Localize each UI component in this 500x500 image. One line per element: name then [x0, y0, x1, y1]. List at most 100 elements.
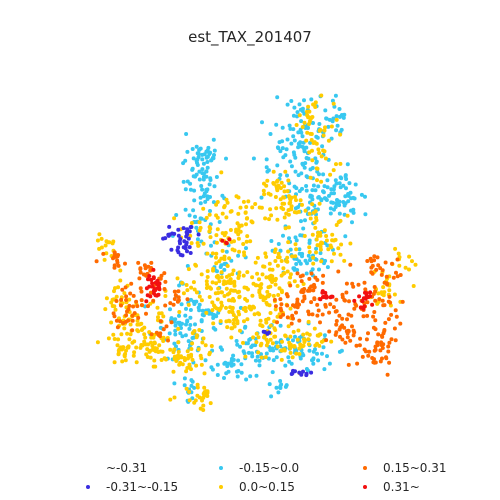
data-point — [175, 276, 180, 281]
data-point — [327, 193, 331, 198]
data-point — [331, 200, 336, 205]
data-point — [213, 327, 218, 332]
data-point — [389, 312, 394, 317]
data-point — [185, 349, 190, 354]
data-point — [197, 177, 202, 182]
data-point — [229, 326, 234, 331]
data-point — [306, 342, 311, 347]
data-point — [393, 308, 398, 313]
data-point — [104, 251, 109, 256]
data-point — [241, 273, 246, 278]
data-point — [159, 311, 164, 316]
data-point — [237, 273, 241, 278]
data-point — [347, 181, 352, 186]
data-point — [172, 216, 177, 221]
data-point — [283, 333, 288, 338]
data-point — [148, 294, 153, 299]
data-point — [176, 233, 181, 238]
data-point — [183, 187, 188, 192]
data-point — [359, 192, 364, 197]
data-point — [336, 269, 341, 274]
data-point — [184, 306, 188, 311]
data-point — [272, 297, 277, 302]
data-point — [115, 325, 120, 330]
data-point — [227, 256, 232, 261]
data-point — [297, 102, 302, 107]
data-point — [282, 215, 287, 220]
data-point — [201, 241, 206, 246]
data-point — [314, 141, 319, 146]
data-point — [364, 294, 369, 299]
data-point — [261, 188, 266, 193]
data-point — [321, 273, 326, 278]
data-point — [297, 346, 302, 351]
data-point — [243, 354, 248, 359]
data-point — [334, 297, 339, 302]
data-point — [307, 250, 312, 254]
data-point — [323, 125, 327, 130]
data-point — [317, 201, 322, 206]
data-point — [295, 337, 300, 342]
data-point — [155, 278, 160, 283]
data-point — [115, 254, 120, 259]
data-point — [287, 123, 292, 128]
data-point — [357, 343, 362, 348]
data-point — [368, 290, 373, 295]
data-point — [234, 339, 239, 343]
data-point — [306, 319, 311, 324]
data-point — [219, 290, 224, 295]
data-point — [325, 354, 329, 359]
data-point — [294, 198, 298, 203]
data-point — [337, 313, 342, 318]
data-point — [321, 148, 326, 153]
data-point — [302, 340, 307, 344]
data-point — [403, 265, 408, 270]
data-point — [193, 398, 198, 403]
data-point — [123, 261, 127, 266]
data-point — [166, 338, 170, 343]
data-point — [375, 255, 380, 260]
data-point — [288, 159, 293, 164]
data-point — [244, 239, 249, 244]
data-point — [325, 178, 330, 183]
data-point — [213, 305, 217, 310]
data-point — [260, 120, 264, 125]
data-point — [315, 178, 319, 183]
data-point — [185, 179, 190, 184]
data-point — [268, 323, 273, 328]
data-point — [132, 350, 137, 355]
data-point — [276, 293, 281, 297]
data-point — [348, 338, 353, 343]
data-point — [300, 273, 305, 278]
data-point — [271, 181, 276, 185]
data-point — [208, 235, 213, 240]
data-point — [149, 335, 154, 340]
data-point — [378, 348, 383, 353]
data-point — [304, 138, 309, 143]
data-point — [372, 285, 377, 289]
data-point — [151, 298, 156, 303]
data-point — [330, 98, 335, 103]
data-point — [344, 281, 349, 286]
data-point — [324, 116, 329, 121]
data-point — [231, 296, 235, 301]
data-point — [147, 274, 152, 278]
data-point — [288, 283, 293, 288]
data-point — [299, 372, 304, 377]
data-point — [196, 232, 201, 237]
data-point — [200, 157, 205, 162]
data-point — [296, 328, 301, 333]
data-point — [342, 258, 347, 263]
data-point — [156, 315, 160, 320]
data-point — [319, 339, 324, 344]
data-point — [193, 214, 197, 219]
data-point — [284, 383, 289, 388]
data-point — [351, 210, 356, 215]
data-point — [325, 185, 330, 190]
data-point — [265, 340, 270, 345]
data-point — [236, 228, 241, 233]
data-point — [149, 340, 153, 345]
data-point — [320, 312, 325, 317]
data-point — [211, 156, 216, 161]
data-point — [327, 310, 332, 315]
